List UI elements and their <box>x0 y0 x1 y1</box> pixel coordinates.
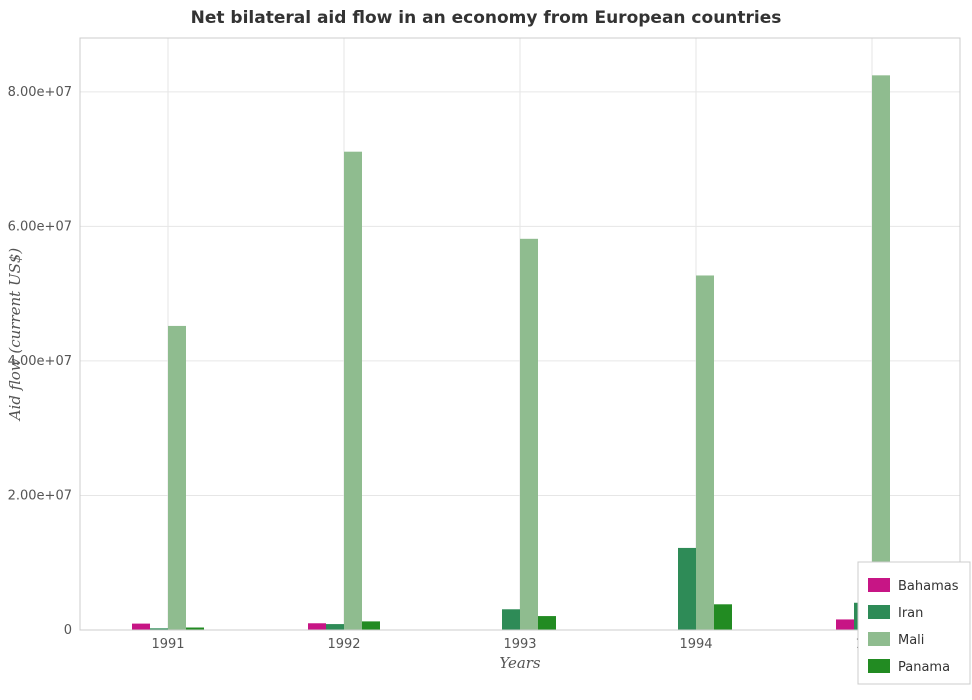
bar-panama-1992 <box>362 621 380 630</box>
legend-label-panama: Panama <box>898 660 950 675</box>
legend-swatch-iran <box>868 605 890 619</box>
legend-label-bahamas: Bahamas <box>898 579 959 594</box>
x-tick-label: 1993 <box>503 637 536 652</box>
bar-iran-1993 <box>502 609 520 630</box>
x-tick-label: 1992 <box>327 637 360 652</box>
chart-title: Net bilateral aid flow in an economy fro… <box>190 8 782 28</box>
y-tick-label: 4.00e+07 <box>8 354 72 369</box>
bar-mali-1995 <box>872 75 890 630</box>
x-tick-label: 1991 <box>151 637 184 652</box>
bar-bahamas-1995 <box>836 619 854 630</box>
bar-iran-1991 <box>150 628 168 630</box>
bar-bahamas-1991 <box>132 623 150 630</box>
legend: Bahamas Iran Mali Panama <box>857 561 971 685</box>
bar-mali-1991 <box>168 325 186 630</box>
y-tick-label: 6.00e+07 <box>8 219 72 234</box>
bar-panama-1993 <box>538 616 556 630</box>
y-tick-label: 8.00e+07 <box>8 85 72 100</box>
bar-mali-1994 <box>696 275 714 630</box>
bar-panama-1991 <box>186 627 204 630</box>
bar-panama-1994 <box>714 604 732 630</box>
legend-swatch-panama <box>868 659 890 673</box>
bar-iran-1994 <box>678 547 696 630</box>
plot-area <box>79 37 961 631</box>
y-axis-label: Aid flow (current US$) <box>6 248 24 423</box>
bar-bahamas-1992 <box>308 623 326 630</box>
legend-swatch-bahamas <box>868 578 890 592</box>
axes <box>79 37 961 631</box>
x-axis-label: Years <box>499 654 541 672</box>
bar-iran-1992 <box>326 624 344 630</box>
legend-swatch-mali <box>868 632 890 646</box>
legend-label-mali: Mali <box>898 633 924 648</box>
bars <box>132 75 908 631</box>
y-tick-label: 0 <box>64 623 72 638</box>
y-tick-label: 2.00e+07 <box>8 488 72 503</box>
x-tick-label: 1994 <box>679 637 712 652</box>
bar-mali-1993 <box>520 238 538 631</box>
bar-mali-1992 <box>344 151 362 630</box>
legend-label-iran: Iran <box>898 606 923 621</box>
tick-labels: 0 2.00e+07 4.00e+07 6.00e+07 8.00e+07 1991 199… <box>8 85 889 652</box>
